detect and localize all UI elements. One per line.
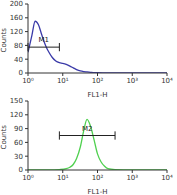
svg-text:60: 60 [14,139,23,147]
svg-text:M2: M2 [82,125,93,133]
svg-text:80: 80 [14,42,23,50]
svg-text:10¹: 10¹ [57,174,69,182]
svg-text:150: 150 [10,97,23,105]
svg-text:10²: 10² [92,174,104,182]
svg-text:M1: M1 [38,36,49,44]
svg-text:90: 90 [14,125,23,133]
svg-text:160: 160 [10,14,23,22]
svg-text:200: 200 [10,0,23,8]
svg-text:120: 120 [10,28,23,36]
svg-text:Counts: Counts [8,28,9,53]
svg-text:0: 0 [19,166,23,174]
svg-text:10⁰: 10⁰ [22,174,34,182]
svg-text:FL1-H: FL1-H [87,188,107,194]
svg-text:10⁰: 10⁰ [22,77,34,85]
svg-text:10⁴: 10⁴ [161,174,169,182]
svg-text:10³: 10³ [126,77,138,85]
svg-text:10¹: 10¹ [57,77,69,85]
svg-text:30: 30 [14,153,23,161]
svg-text:40: 40 [14,56,23,64]
svg-text:120: 120 [10,111,23,119]
svg-text:10²: 10² [92,77,104,85]
svg-text:10³: 10³ [126,174,138,182]
svg-text:Counts: Counts [8,125,9,150]
svg-text:0: 0 [19,69,23,77]
svg-text:10⁴: 10⁴ [161,77,169,85]
svg-text:FL1-H: FL1-H [87,91,107,97]
